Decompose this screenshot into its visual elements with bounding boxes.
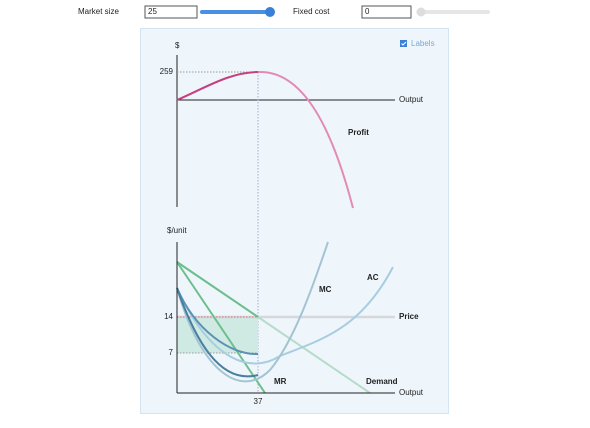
slider-track[interactable]: [200, 10, 270, 14]
profit-curve: [257, 70, 354, 209]
curve-label: Price: [399, 312, 419, 321]
control-label: Fixed cost: [293, 7, 330, 16]
input-box[interactable]: [361, 5, 412, 19]
checkbox[interactable]: [400, 40, 407, 47]
slider-thumb[interactable]: [416, 7, 426, 17]
y-label: $/unit: [167, 226, 187, 235]
x-label: Output: [399, 388, 424, 397]
y-tick-label: 14: [164, 312, 173, 321]
curve-label: Profit: [348, 128, 369, 137]
x-tick-label: 37: [254, 397, 263, 406]
checkmark[interactable]: [401, 41, 407, 46]
control-label: Market size: [78, 7, 119, 16]
input-value[interactable]: 0: [365, 7, 370, 16]
y-tick-label: 259: [160, 67, 174, 76]
checkbox-label[interactable]: Labels: [411, 39, 435, 48]
input-value[interactable]: 25: [148, 7, 157, 16]
curve-label: MR: [274, 377, 287, 386]
curve-label: AC: [367, 273, 379, 282]
mc-curve: [176, 287, 259, 378]
curve-label: MC: [319, 285, 332, 294]
demand-curve: [176, 261, 259, 318]
y-label: $: [175, 41, 180, 50]
curve-label: Demand: [366, 377, 398, 386]
y-tick-label: 7: [169, 348, 174, 357]
input-box[interactable]: [144, 5, 198, 19]
slider-thumb[interactable]: [265, 7, 275, 17]
ac-curve: [176, 287, 259, 356]
mc-curve: [176, 241, 329, 383]
slider-track[interactable]: [418, 10, 490, 14]
x-label: Output: [399, 95, 424, 104]
profit-curve: [176, 71, 259, 101]
mr-curve: [176, 261, 266, 394]
